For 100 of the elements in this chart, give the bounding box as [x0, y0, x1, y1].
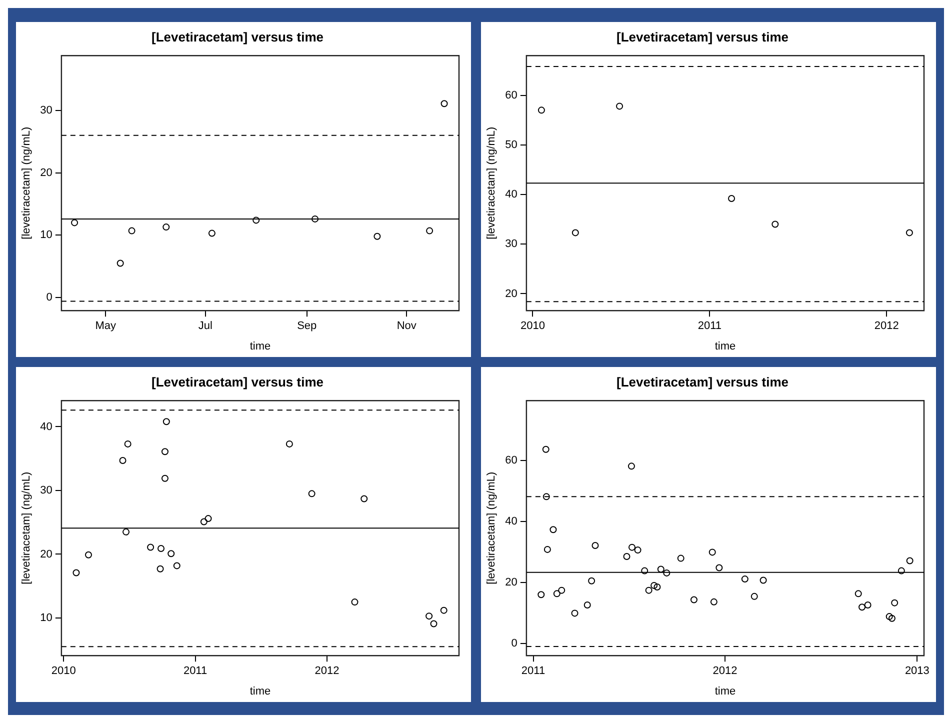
point: [906, 228, 913, 236]
point: [440, 606, 448, 614]
point: [538, 106, 545, 114]
point: [641, 566, 648, 574]
point: [716, 564, 723, 571]
y-axis-title: [levetiracetam] (ng/mL): [486, 126, 498, 239]
point: [572, 228, 579, 236]
point: [741, 575, 748, 582]
y-tick-label: 20: [505, 576, 518, 588]
y-axis-title: [levetiracetam] (ng/mL): [20, 126, 33, 239]
point: [158, 544, 165, 552]
point: [654, 582, 661, 590]
y-tick-label: 30: [40, 484, 52, 496]
point: [312, 214, 319, 222]
point: [906, 556, 914, 564]
point: [538, 590, 545, 598]
x-tick-label: 2010: [520, 320, 545, 332]
point: [173, 562, 180, 569]
point: [584, 600, 591, 608]
point: [374, 232, 381, 240]
point: [690, 596, 698, 603]
x-tick-label: Sep: [297, 320, 317, 332]
point: [623, 552, 630, 560]
y-tick-label: 30: [505, 238, 518, 250]
x-tick-label: 2011: [521, 664, 546, 677]
y-tick-label: 0: [511, 636, 518, 649]
point: [168, 550, 175, 557]
point: [728, 194, 736, 202]
y-tick-label: 60: [505, 88, 518, 101]
y-axis-title: [levetiracetam] (ng/mL): [486, 471, 498, 584]
point: [592, 541, 599, 548]
y-tick-label: 50: [505, 138, 518, 150]
point: [128, 226, 136, 234]
point: [544, 545, 551, 552]
point: [886, 612, 893, 620]
x-tick-label: 2012: [314, 664, 340, 677]
point: [426, 612, 433, 620]
x-tick-label: 2011: [698, 320, 722, 332]
point: [888, 614, 896, 622]
chart-title: [Levetiracetam] versus time: [616, 374, 788, 389]
point: [351, 598, 358, 606]
point: [864, 600, 872, 608]
point: [162, 223, 170, 230]
y-tick-label: 30: [40, 104, 52, 116]
point: [116, 259, 124, 266]
x-tick-label: 2010: [51, 664, 76, 677]
point: [204, 514, 212, 522]
point: [360, 494, 368, 502]
x-axis-title: time: [714, 684, 736, 697]
point: [200, 518, 208, 525]
point: [708, 548, 716, 556]
point: [208, 229, 216, 236]
y-tick-label: 20: [505, 287, 518, 300]
chart-title: [Levetiracetam] versus time: [152, 374, 324, 389]
y-tick-label: 40: [505, 188, 518, 200]
y-tick-label: 10: [40, 228, 52, 241]
point: [156, 564, 164, 572]
y-tick-label: 20: [40, 548, 52, 560]
point: [650, 581, 658, 588]
point: [542, 492, 550, 500]
point: [628, 543, 636, 550]
point: [286, 440, 293, 447]
point: [308, 490, 316, 497]
y-tick-label: 40: [505, 514, 518, 527]
point: [161, 474, 168, 482]
chart-title: [Levetiracetam] versus time: [616, 28, 788, 44]
point: [124, 440, 132, 447]
y-tick-label: 0: [46, 291, 52, 304]
x-tick-label: Nov: [396, 320, 417, 332]
point: [119, 456, 126, 464]
y-tick-label: 20: [40, 166, 52, 178]
point: [147, 543, 154, 550]
point: [440, 100, 448, 107]
chart-title: [Levetiracetam] versus time: [152, 28, 324, 44]
point: [634, 546, 642, 554]
point: [750, 592, 758, 600]
point: [616, 102, 624, 110]
point: [252, 216, 260, 224]
point: [657, 565, 664, 572]
point: [122, 528, 130, 535]
x-tick-label: Jul: [198, 320, 212, 332]
point: [891, 598, 898, 606]
point: [571, 609, 578, 616]
x-tick-label: 2012: [874, 320, 899, 332]
y-tick-label: 10: [40, 612, 52, 624]
point: [558, 586, 566, 594]
point: [430, 620, 438, 627]
y-axis-title: [levetiracetam] (ng/mL): [20, 471, 33, 584]
point: [426, 226, 434, 234]
point: [854, 590, 862, 597]
x-tick-label: 2012: [712, 664, 738, 677]
point: [550, 526, 557, 533]
point: [772, 220, 779, 228]
x-axis-title: time: [250, 684, 271, 697]
point: [71, 218, 78, 226]
x-axis-title: time: [714, 340, 736, 352]
point: [161, 448, 168, 455]
point: [162, 418, 170, 425]
point: [898, 566, 905, 574]
y-tick-label: 60: [505, 454, 518, 466]
